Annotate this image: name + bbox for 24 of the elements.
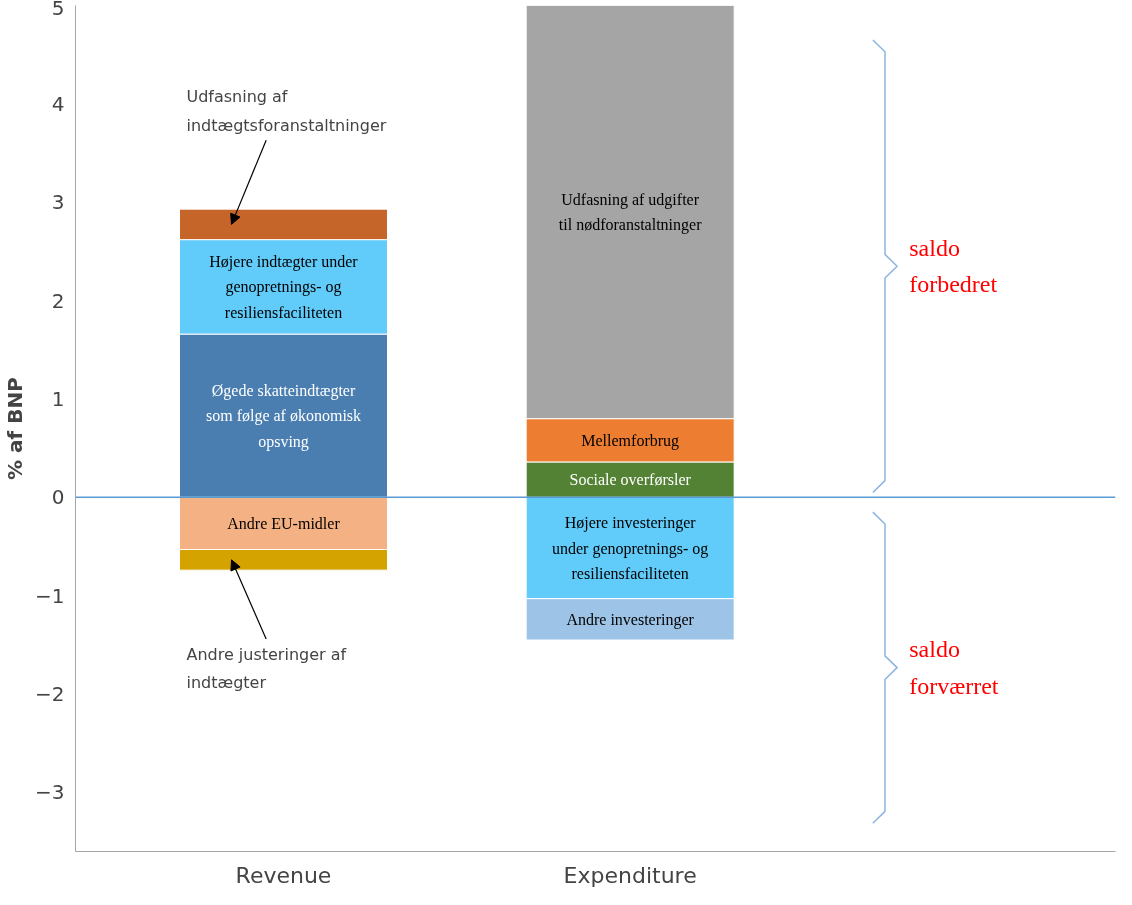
y-tick-label: 5 xyxy=(51,0,65,20)
series-label: Udfasning af udgifter til nødforanstaltninger xyxy=(558,190,703,235)
series-label: Højere investeringer under genopretnings- og resiliensfaciliteten xyxy=(551,514,709,583)
series-label: Øgede skatteindtægter som følge af økonomisk opsving xyxy=(205,381,362,451)
text: saldo forbedret xyxy=(909,234,998,298)
series-label: Andre investeringer xyxy=(566,610,695,629)
y-tick-label: −1 xyxy=(35,583,65,608)
series-label: Mellemforbrug xyxy=(581,431,680,450)
y-tick-label: 0 xyxy=(51,485,65,510)
series-label: Andre EU-midler xyxy=(227,514,341,532)
y-tick-label: 4 xyxy=(51,91,65,116)
y-axis-title: % af BNP xyxy=(3,377,28,480)
series-label: Sociale overførsler xyxy=(569,471,692,489)
x-tick-label: Expenditure xyxy=(563,862,697,888)
y-tick-label: 3 xyxy=(51,190,65,215)
text: saldo forværret xyxy=(909,636,999,699)
y-tick-label: −3 xyxy=(35,780,65,805)
series-label: Højere indtægter under genopretnings- og resiliensfaciliteten xyxy=(209,252,359,321)
text: Andre justeringer af indtægter xyxy=(186,644,347,693)
text: Udfasning af indtægtsforanstaltninger xyxy=(186,87,387,135)
y-tick-label: −2 xyxy=(35,682,65,707)
y-tick-label: 1 xyxy=(51,386,65,411)
x-tick-label: Revenue xyxy=(235,862,332,888)
y-tick-label: 2 xyxy=(51,288,65,313)
